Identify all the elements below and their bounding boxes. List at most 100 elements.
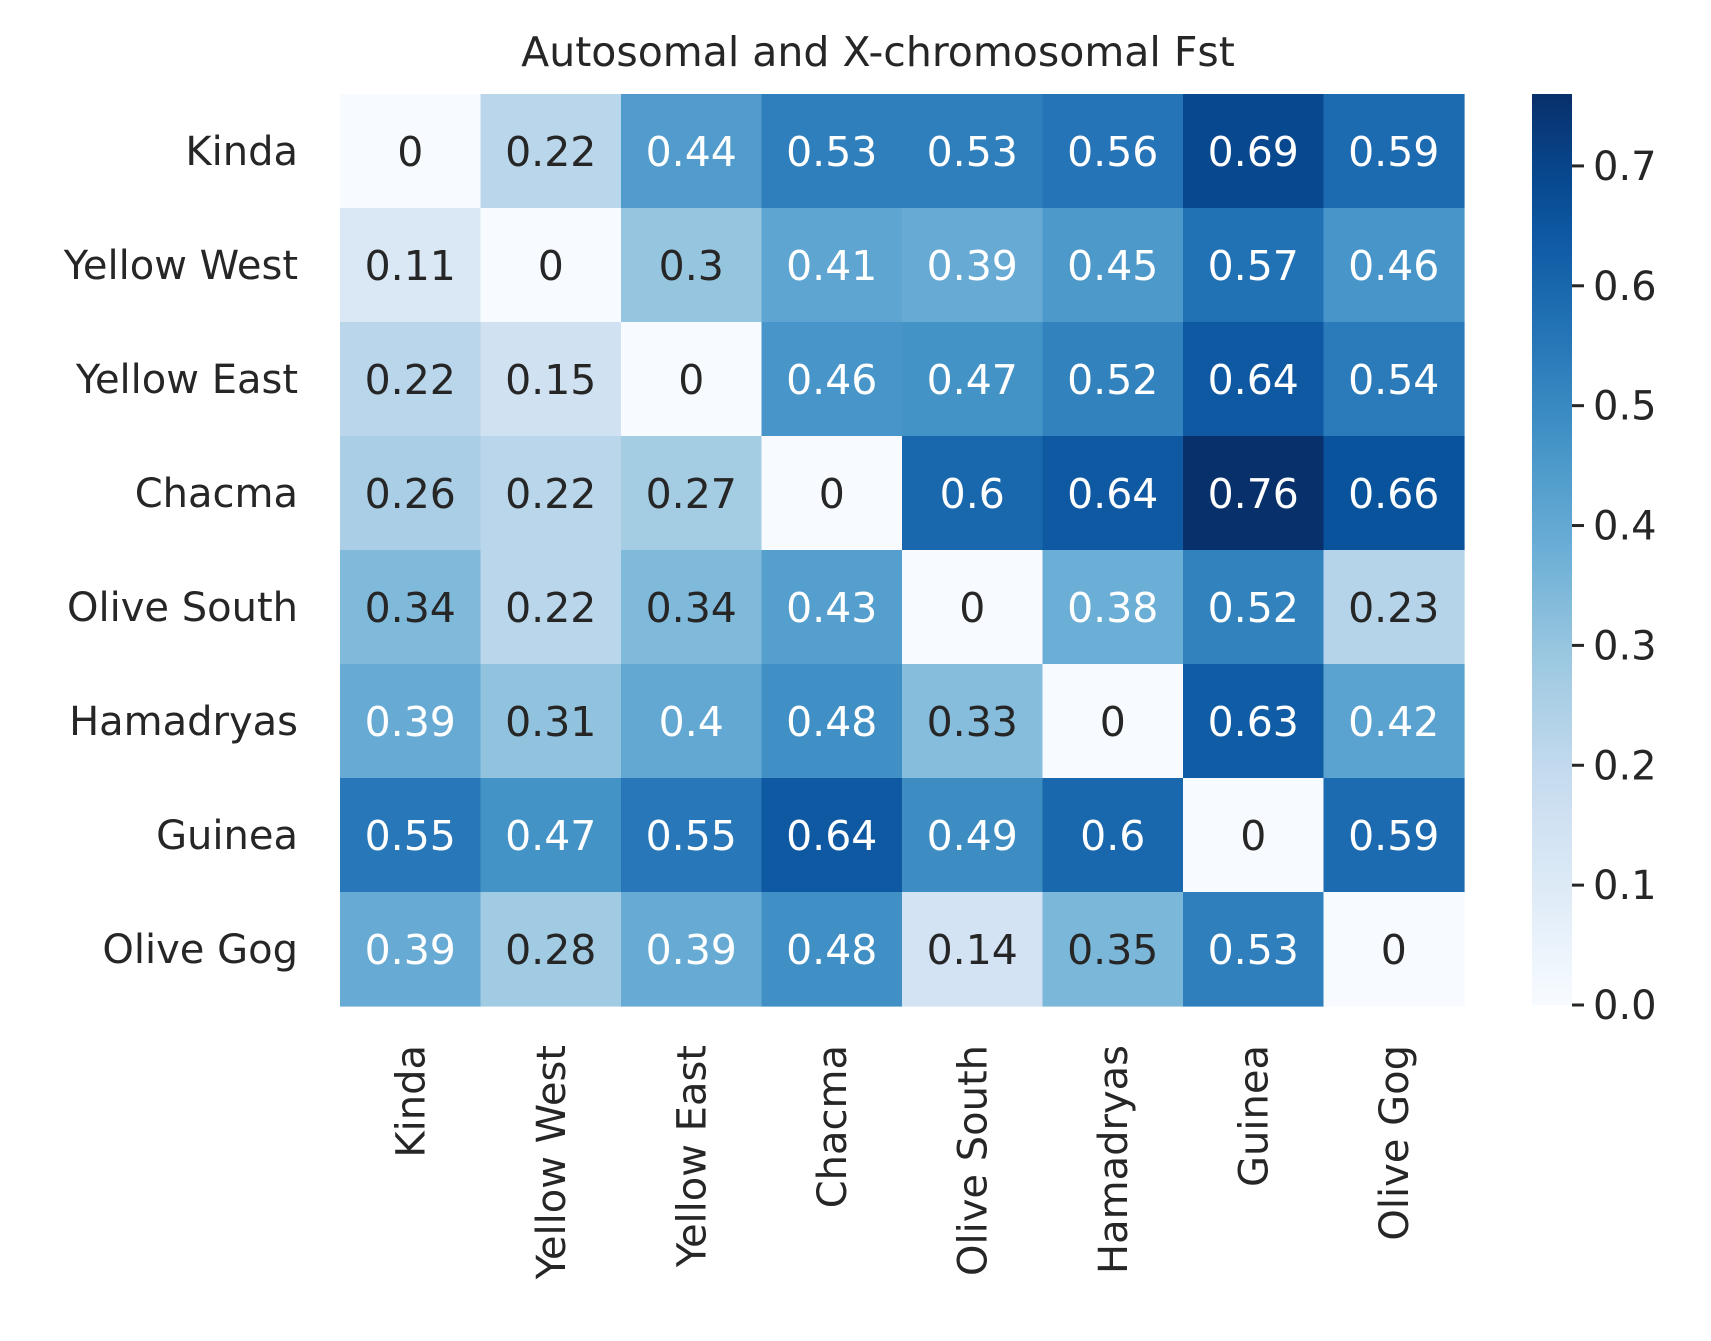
heatmap-cell — [902, 892, 1044, 1007]
heatmap-cell — [340, 208, 482, 323]
cell-value-label: 0.31 — [505, 698, 596, 746]
cell-value-label: 0.47 — [505, 812, 596, 860]
cell-value-label: 0.48 — [786, 926, 877, 974]
column-label: Olive Gog — [1372, 1045, 1418, 1241]
heatmap-cell — [340, 94, 482, 209]
heatmap-cell — [1323, 94, 1465, 209]
cell-value-label: 0.66 — [1348, 470, 1439, 518]
column-label: Yellow West — [529, 1045, 575, 1280]
cell-value-label: 0.52 — [1208, 584, 1299, 632]
cell-value-label: 0.64 — [1208, 356, 1299, 404]
row-label: Chacma — [135, 471, 298, 517]
heatmap-cell — [1183, 208, 1325, 323]
cell-annotations: 0 0.22 0.44 0.53 0.53 0.56 0.69 0.59 0.11 0 0.3 0.4… — [365, 128, 1440, 974]
cell-value-label: 0.41 — [786, 242, 877, 290]
cell-value-label: 0 — [819, 470, 845, 518]
cell-value-label: 0.45 — [1067, 242, 1158, 290]
cell-value-label: 0.76 — [1208, 470, 1299, 518]
colorbar-tick-label: 0.7 — [1593, 144, 1657, 190]
heatmap-cell — [480, 550, 622, 665]
heatmap-cell — [1323, 778, 1465, 893]
cell-value-label: 0 — [1381, 926, 1407, 974]
cell-value-label: 0.53 — [1208, 926, 1299, 974]
heatmap-cell — [1323, 892, 1465, 1007]
cell-value-label: 0.48 — [786, 698, 877, 746]
cell-value-label: 0 — [959, 584, 985, 632]
heatmap-cell — [1323, 550, 1465, 665]
cell-value-label: 0.22 — [505, 128, 596, 176]
heatmap-cell — [480, 208, 622, 323]
cell-value-label: 0 — [397, 128, 423, 176]
heatmap-cell — [902, 208, 1044, 323]
cell-value-label: 0.59 — [1348, 128, 1439, 176]
cell-value-label: 0.55 — [646, 812, 737, 860]
cell-value-label: 0.22 — [505, 470, 596, 518]
cell-value-label: 0.59 — [1348, 812, 1439, 860]
heatmap-cell — [902, 664, 1044, 779]
cell-value-label: 0.42 — [1348, 698, 1439, 746]
colorbar: 0.0 0.1 0.2 0.3 0.4 0.5 0.6 0.7 — [1532, 94, 1657, 1029]
colorbar-tick-label: 0.6 — [1593, 264, 1657, 310]
heatmap-cell — [1323, 322, 1465, 437]
heatmap-cell — [621, 322, 763, 437]
column-label: Hamadryas — [1091, 1045, 1137, 1274]
heatmap-cell — [1042, 778, 1184, 893]
column-label: Kinda — [388, 1045, 434, 1158]
heatmap-cell — [621, 94, 763, 209]
cell-value-label: 0.22 — [365, 356, 456, 404]
row-label: Guinea — [156, 813, 298, 859]
heatmap-cell — [761, 322, 903, 437]
heatmap-cell — [1042, 208, 1184, 323]
heatmap-cell — [902, 778, 1044, 893]
cell-value-label: 0.39 — [365, 698, 456, 746]
chart-title: Autosomal and X-chromosomal Fst — [521, 28, 1235, 76]
heatmap-cell — [761, 778, 903, 893]
heatmap-cell — [1183, 664, 1325, 779]
row-label: Hamadryas — [69, 699, 298, 745]
colorbar-gradient — [1532, 94, 1572, 1005]
heatmap-cell — [1042, 892, 1184, 1007]
row-label: Yellow West — [63, 243, 298, 289]
cell-value-label: 0.39 — [646, 926, 737, 974]
cell-value-label: 0.47 — [927, 356, 1018, 404]
cell-value-label: 0.34 — [365, 584, 456, 632]
heatmap-cell — [761, 550, 903, 665]
cell-value-label: 0.15 — [505, 356, 596, 404]
cell-value-label: 0.56 — [1067, 128, 1158, 176]
heatmap-cell — [1042, 436, 1184, 551]
heatmap-cell — [1183, 436, 1325, 551]
column-label: Olive South — [950, 1045, 996, 1276]
row-labels: Kinda Yellow West Yellow East Chacma Olive S… — [63, 129, 298, 973]
colorbar-tick-label: 0.0 — [1593, 983, 1657, 1029]
cell-value-label: 0.46 — [786, 356, 877, 404]
cell-value-label: 0.64 — [1067, 470, 1158, 518]
heatmap-cell — [621, 550, 763, 665]
heatmap-cell — [1323, 664, 1465, 779]
heatmap-cell — [340, 322, 482, 437]
heatmap-cell — [1183, 94, 1325, 209]
cell-value-label: 0.69 — [1208, 128, 1299, 176]
heatmap-cell — [1323, 208, 1465, 323]
cell-value-label: 0.27 — [646, 470, 737, 518]
colorbar-tick-label: 0.4 — [1593, 504, 1657, 550]
cell-value-label: 0 — [1100, 698, 1126, 746]
cell-value-label: 0.22 — [505, 584, 596, 632]
heatmap-cell — [1042, 550, 1184, 665]
cell-value-label: 0.57 — [1208, 242, 1299, 290]
heatmap-cell — [902, 436, 1044, 551]
cell-value-label: 0.33 — [927, 698, 1018, 746]
cell-value-label: 0.4 — [659, 698, 724, 746]
colorbar-tick-label: 0.5 — [1593, 384, 1657, 430]
row-label: Olive Gog — [102, 927, 298, 973]
cell-value-label: 0.11 — [365, 242, 456, 290]
heatmap-cell — [340, 436, 482, 551]
cell-value-label: 0.39 — [365, 926, 456, 974]
heatmap-cell — [1323, 436, 1465, 551]
cell-value-label: 0.28 — [505, 926, 596, 974]
heatmap-cell — [340, 664, 482, 779]
cell-value-label: 0.23 — [1348, 584, 1439, 632]
cell-value-label: 0.54 — [1348, 356, 1439, 404]
heatmap-cell — [340, 550, 482, 665]
